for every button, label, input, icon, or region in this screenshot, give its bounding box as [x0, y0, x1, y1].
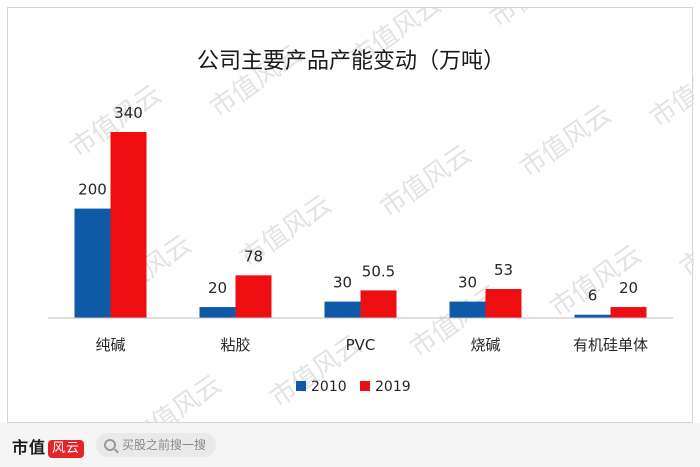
category-label: PVC: [346, 336, 376, 354]
data-label: 20: [619, 279, 638, 297]
brand-text: 市值: [12, 438, 47, 457]
chart-title: 公司主要产品产能变动（万吨）: [197, 49, 505, 74]
bars-layer: 200 340 20 78 30 50.5 30 53 6 20: [74, 104, 647, 318]
category-label: 有机硅单体: [573, 336, 648, 354]
legend: 2010 2019: [296, 379, 411, 395]
brand-mark: 风云: [48, 440, 85, 458]
data-label: 50.5: [362, 262, 395, 280]
search-icon: [104, 439, 116, 451]
bar-2019-1: [235, 275, 272, 318]
data-label: 53: [494, 261, 513, 279]
bar-2019-3: [485, 289, 522, 318]
data-label: 340: [114, 104, 143, 122]
data-label: 30: [458, 274, 477, 292]
bar-2019-4: [610, 307, 647, 318]
data-label: 78: [244, 247, 263, 265]
data-label: 30: [333, 274, 352, 292]
search-placeholder: 买股之前搜一搜: [122, 438, 207, 452]
category-labels: 纯碱 粘胶 PVC 烧碱 有机硅单体: [95, 336, 648, 354]
watermark-text: 市值风云: [125, 369, 227, 424]
bar-2010-0: [74, 208, 111, 318]
watermark-text: 市值风云: [375, 139, 477, 223]
bar-2010-3: [449, 301, 486, 318]
category-label: 粘胶: [220, 336, 250, 354]
category-label: 烧碱: [470, 336, 500, 354]
bar-2010-4: [574, 314, 611, 318]
chart-frame: 市值风云 市值风云 市值风云 市值风云 市值风云 市值风云 市值风云 市值风云 市值风云 市值风云…: [7, 7, 694, 424]
watermark-text: 市值风云: [485, 8, 587, 34]
data-label: 6: [588, 287, 598, 305]
category-label: 纯碱: [95, 336, 125, 354]
bar-2010-2: [324, 301, 361, 318]
legend-swatch-2019: [360, 381, 370, 391]
brand-logo[interactable]: 市值 风云: [12, 434, 85, 458]
legend-label: 2019: [375, 379, 411, 395]
watermark-text: 市值风云: [645, 49, 694, 133]
legend-label: 2010: [311, 379, 347, 395]
bar-2019-2: [360, 290, 397, 318]
footer-bar: 市值 风云 买股之前搜一搜: [0, 423, 700, 467]
data-label: 200: [78, 181, 107, 199]
legend-swatch-2010: [296, 381, 306, 391]
bar-2019-0: [110, 132, 147, 318]
bar-2010-1: [199, 307, 236, 318]
watermark-text: 市值风云: [515, 99, 617, 183]
data-label: 20: [208, 279, 227, 297]
search-input[interactable]: 买股之前搜一搜: [96, 433, 216, 457]
watermark-text: 市值风云: [675, 199, 694, 283]
